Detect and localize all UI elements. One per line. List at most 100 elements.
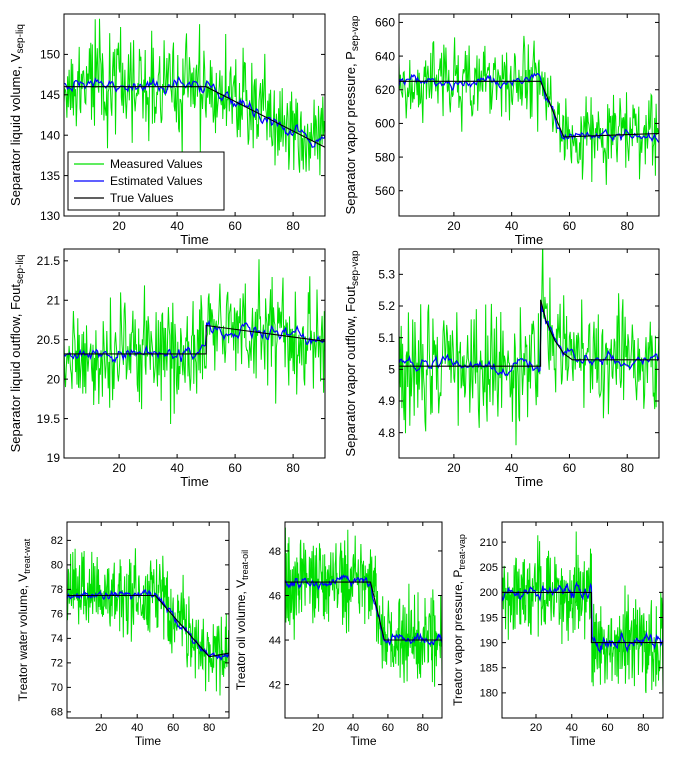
- y-tick-label: 78: [51, 584, 63, 596]
- series-measured-values: [399, 35, 659, 185]
- x-tick-label: 40: [505, 461, 519, 475]
- series-true-values: [399, 80, 659, 138]
- axes-frame: [501, 521, 664, 719]
- y-tick-label: 46: [269, 590, 281, 602]
- x-tick-label: 20: [447, 219, 461, 233]
- y-tick-label: 19.5: [37, 412, 61, 426]
- series-true-values: [285, 581, 442, 641]
- x-tick-label: 60: [563, 461, 577, 475]
- legend: Measured Values Estimated Values True Valu…: [67, 151, 225, 211]
- y-tick-label: 21: [47, 293, 61, 307]
- y-tick-label: 4.9: [378, 394, 395, 408]
- x-tick-label: 60: [563, 219, 577, 233]
- x-tick-label: 20: [112, 461, 126, 475]
- y-tick-label: 5.3: [378, 268, 395, 282]
- subplot-4: 20 40 60 80 4.8 4.9 5 5.1 5.2 5.3 Time Separator va…: [343, 248, 660, 489]
- x-tick-label: 20: [530, 722, 542, 734]
- series-true-values: [502, 591, 663, 644]
- y-tick-label: 560: [375, 184, 395, 198]
- y-tick-label: 205: [480, 562, 498, 574]
- y-tick-label: 640: [375, 49, 395, 63]
- y-tick-label: 580: [375, 150, 395, 164]
- series-estimated-values: [502, 581, 663, 654]
- y-tick-label: 42: [269, 679, 281, 691]
- y-tick-label: 620: [375, 83, 395, 97]
- series-estimated-values: [285, 574, 442, 647]
- y-tick-label: 70: [51, 682, 63, 694]
- series-estimated-values: [399, 303, 659, 377]
- axes-frame: [398, 13, 660, 217]
- y-tick-label: 82: [51, 535, 63, 547]
- axes-frame: [398, 248, 660, 459]
- x-axis-label: Time: [135, 734, 162, 748]
- y-tick-label: 20: [47, 372, 61, 386]
- x-tick-label: 40: [347, 722, 359, 734]
- series-true-values: [64, 86, 325, 148]
- y-tick-label: 195: [480, 612, 498, 624]
- series-measured-values: [399, 249, 659, 446]
- y-tick-label: 20.5: [37, 333, 61, 347]
- series-measured-values: [285, 527, 442, 687]
- y-axis-label: Separator liquid outflow, Foutsep-liq: [8, 255, 26, 453]
- legend-entry: Estimated Values: [110, 174, 203, 188]
- y-tick-label: 185: [480, 663, 498, 675]
- y-tick-label: 80: [51, 560, 63, 572]
- y-tick-label: 200: [480, 587, 498, 599]
- legend-entry: True Values: [110, 191, 173, 205]
- x-tick-label: 40: [566, 722, 578, 734]
- subplot-3: 20 40 60 80 19 19.5 20 20.5 21 21.5 Time Separator …: [8, 248, 326, 489]
- series-measured-values: [64, 18, 325, 176]
- x-tick-label: 80: [286, 219, 300, 233]
- series-estimated-values: [399, 72, 659, 143]
- series-true-values: [67, 594, 229, 658]
- x-tick-label: 60: [167, 722, 179, 734]
- x-tick-label: 40: [131, 722, 143, 734]
- y-tick-label: 130: [40, 209, 60, 223]
- subplot-7: 20 40 60 80 180 185 190 195 200 205 210 Time Treator…: [451, 521, 664, 748]
- x-tick-label: 20: [312, 722, 324, 734]
- y-tick-label: 180: [480, 688, 498, 700]
- y-axis-label: Treator water volume, Vtreat-wat: [16, 538, 32, 701]
- x-axis-label: Time: [515, 474, 543, 489]
- y-axis-label: Treator vapor pressure, Ptreat-vap: [451, 534, 467, 706]
- x-tick-label: 80: [621, 461, 635, 475]
- series-estimated-values: [64, 76, 325, 148]
- axes-frame: [284, 521, 443, 719]
- y-tick-label: 74: [51, 633, 63, 645]
- y-tick-label: 140: [40, 128, 60, 142]
- y-tick-label: 5.1: [378, 331, 395, 345]
- y-tick-label: 68: [51, 707, 63, 719]
- x-axis-label: Time: [180, 474, 208, 489]
- y-tick-label: 19: [47, 451, 61, 465]
- x-tick-label: 40: [170, 219, 184, 233]
- x-tick-label: 60: [228, 219, 242, 233]
- y-tick-label: 44: [269, 635, 281, 647]
- y-tick-label: 150: [40, 48, 60, 62]
- x-tick-label: 80: [203, 722, 215, 734]
- x-tick-label: 60: [382, 722, 394, 734]
- series-measured-values: [67, 548, 229, 696]
- axes-frame: [63, 13, 326, 217]
- x-tick-label: 60: [228, 461, 242, 475]
- y-tick-label: 4.8: [378, 426, 395, 440]
- y-tick-label: 72: [51, 658, 63, 670]
- y-tick-label: 5: [388, 363, 395, 377]
- x-axis-label: Time: [350, 734, 377, 748]
- subplot-1: 20 40 60 80 130 135 140 145 150 Time Separator liq…: [8, 13, 326, 247]
- series-true-values: [64, 324, 325, 355]
- y-tick-label: 5.2: [378, 299, 395, 313]
- x-tick-label: 40: [505, 219, 519, 233]
- series-estimated-values: [64, 319, 325, 364]
- legend-entry: Measured Values: [110, 157, 203, 171]
- series-true-values: [399, 299, 659, 367]
- x-tick-label: 60: [601, 722, 613, 734]
- subplot-2: 20 40 60 80 560 580 600 620 640 660 Time Separator …: [343, 13, 660, 247]
- y-tick-label: 660: [375, 16, 395, 30]
- y-tick-label: 190: [480, 637, 498, 649]
- y-tick-label: 48: [269, 546, 281, 558]
- y-tick-label: 76: [51, 609, 63, 621]
- axes-frame: [66, 521, 230, 719]
- x-axis-label: Time: [515, 232, 543, 247]
- x-tick-label: 20: [447, 461, 461, 475]
